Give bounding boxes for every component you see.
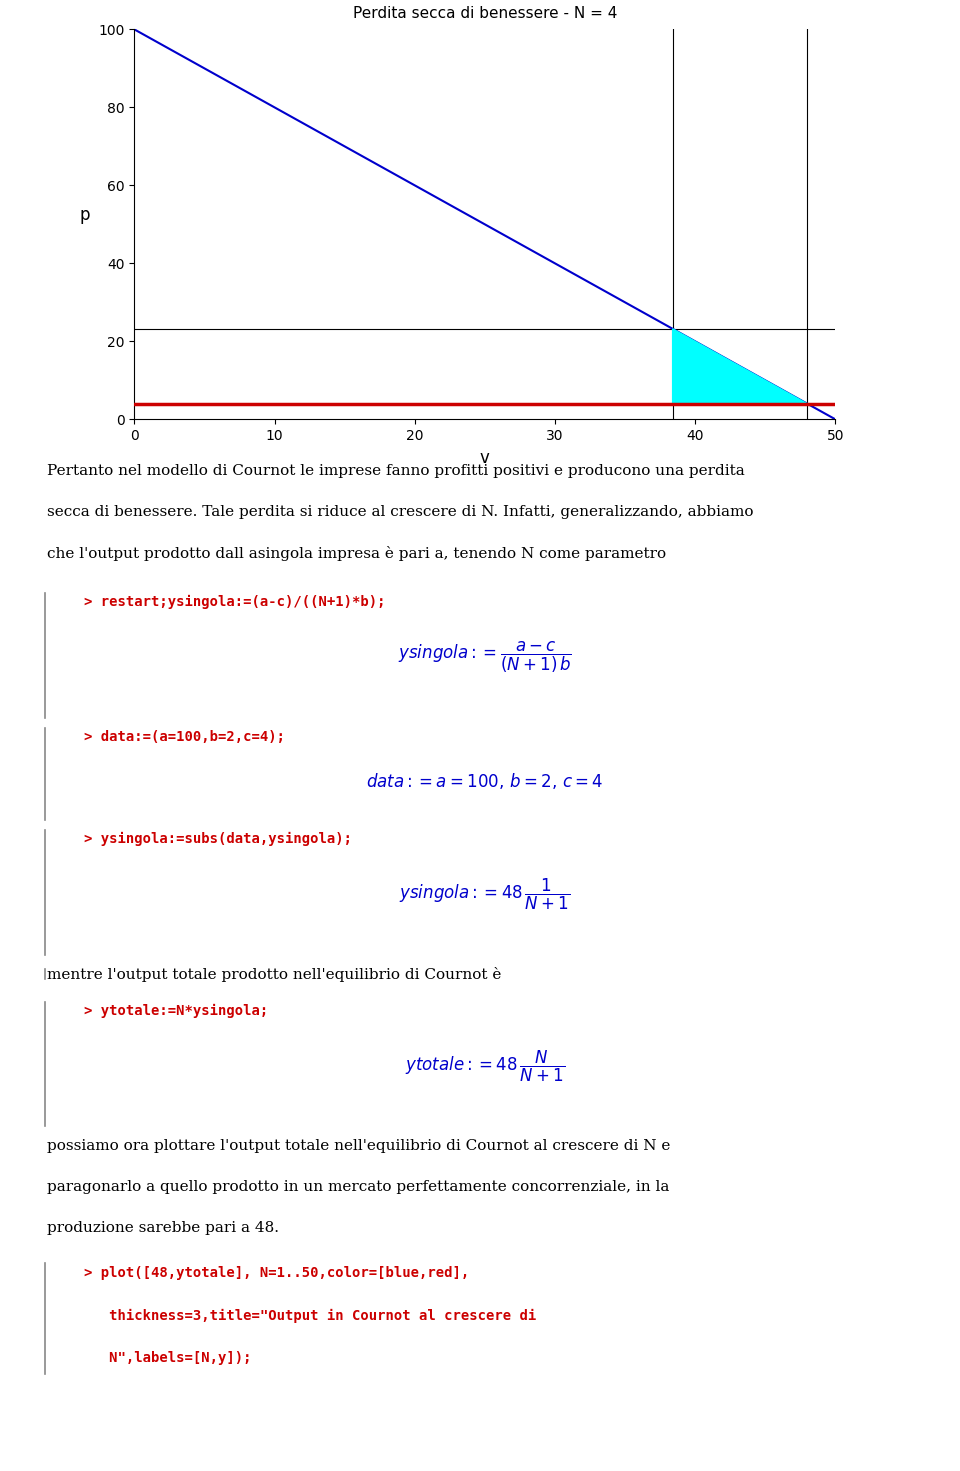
Text: > data:=(a=100,b=2,c=4);: > data:=(a=100,b=2,c=4); bbox=[84, 730, 285, 744]
Text: thickness=3,title="Output in Cournot al crescere di: thickness=3,title="Output in Cournot al … bbox=[84, 1308, 537, 1322]
Text: $ysingola := \dfrac{a-c}{(N+1)\,b}$: $ysingola := \dfrac{a-c}{(N+1)\,b}$ bbox=[398, 640, 571, 675]
Text: produzione sarebbe pari a 48.: produzione sarebbe pari a 48. bbox=[47, 1221, 279, 1234]
Text: $ytotale := 48\,\dfrac{N}{N+1}$: $ytotale := 48\,\dfrac{N}{N+1}$ bbox=[405, 1049, 564, 1084]
Text: che l'output prodotto dall asingola impresa è pari a, tenendo N come parametro: che l'output prodotto dall asingola impr… bbox=[47, 546, 666, 560]
Text: > plot([48,ytotale], N=1..50,color=[blue,red],: > plot([48,ytotale], N=1..50,color=[blue… bbox=[84, 1265, 469, 1280]
Text: > restart;ysingola:=(a-c)/((N+1)*b);: > restart;ysingola:=(a-c)/((N+1)*b); bbox=[84, 594, 386, 609]
Text: $data := a = 100,\, b = 2,\, c = 4$: $data := a = 100,\, b = 2,\, c = 4$ bbox=[366, 771, 604, 791]
Text: secca di benessere. Tale perdita si riduce al crescere di N. Infatti, generalizz: secca di benessere. Tale perdita si ridu… bbox=[47, 505, 754, 519]
Text: > ysingola:=subs(data,ysingola);: > ysingola:=subs(data,ysingola); bbox=[84, 833, 352, 846]
X-axis label: v: v bbox=[480, 449, 490, 466]
Text: possiamo ora plottare l'output totale nell'equilibrio di Cournot al crescere di : possiamo ora plottare l'output totale ne… bbox=[47, 1139, 670, 1153]
Polygon shape bbox=[673, 330, 807, 403]
Text: $ysingola := 48\,\dfrac{1}{N+1}$: $ysingola := 48\,\dfrac{1}{N+1}$ bbox=[399, 877, 570, 912]
Text: > ytotale:=N*ysingola;: > ytotale:=N*ysingola; bbox=[84, 1003, 269, 1018]
Y-axis label: p: p bbox=[79, 206, 89, 225]
Text: mentre l'output totale prodotto nell'equilibrio di Cournot è: mentre l'output totale prodotto nell'equ… bbox=[47, 966, 501, 983]
Text: N",labels=[N,y]);: N",labels=[N,y]); bbox=[84, 1352, 252, 1365]
Text: paragonarlo a quello prodotto in un mercato perfettamente concorrenziale, in la: paragonarlo a quello prodotto in un merc… bbox=[47, 1180, 669, 1193]
Title: Perdita secca di benessere - N = 4: Perdita secca di benessere - N = 4 bbox=[352, 6, 617, 21]
Text: Pertanto nel modello di Cournot le imprese fanno profitti positivi e producono u: Pertanto nel modello di Cournot le impre… bbox=[47, 463, 745, 478]
